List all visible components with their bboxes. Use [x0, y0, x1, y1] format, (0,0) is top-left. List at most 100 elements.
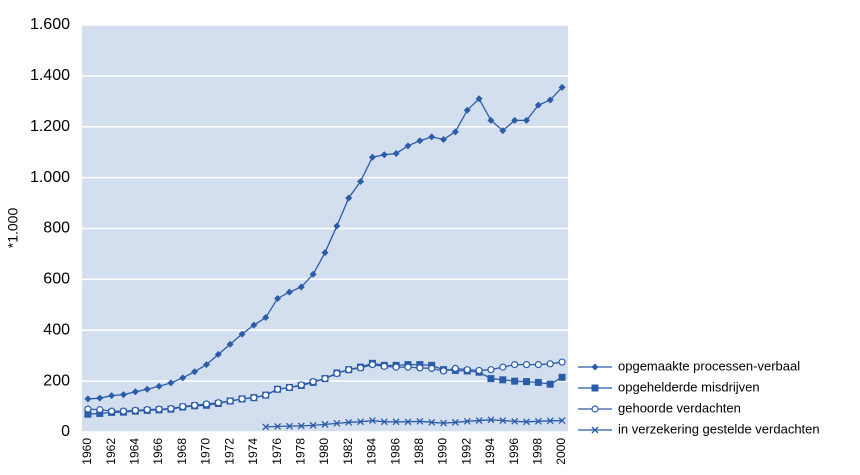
data-point — [155, 382, 163, 390]
data-point — [368, 417, 376, 425]
data-point — [84, 405, 92, 413]
data-point — [167, 404, 175, 413]
data-point — [534, 360, 542, 369]
data-point — [523, 418, 530, 426]
data-point — [262, 314, 270, 322]
data-point — [226, 397, 234, 405]
data-point — [238, 330, 246, 338]
data-point — [499, 127, 507, 135]
y-tick-label: 800 — [43, 220, 70, 237]
data-point — [250, 321, 258, 329]
data-point — [522, 360, 531, 369]
data-point — [96, 406, 104, 414]
data-point — [499, 417, 507, 425]
data-point — [368, 153, 376, 161]
data-point — [273, 385, 282, 393]
data-point — [262, 423, 270, 431]
data-point — [285, 288, 293, 296]
data-point — [119, 391, 127, 399]
y-tick-label: 200 — [43, 372, 70, 389]
data-point — [511, 360, 519, 369]
x-tick-label: 1986 — [388, 438, 402, 465]
data-point — [380, 151, 388, 159]
data-point — [357, 177, 365, 185]
data-point — [428, 418, 436, 426]
data-point — [357, 418, 365, 426]
data-point — [202, 400, 211, 408]
x-tick-label: 1982 — [341, 438, 355, 465]
data-point — [333, 222, 341, 230]
data-point — [143, 406, 151, 414]
data-point — [416, 137, 424, 145]
x-tick-label: 1976 — [270, 438, 284, 465]
data-point — [487, 116, 495, 124]
data-point — [96, 394, 104, 402]
y-tick-label: 1.400 — [30, 67, 70, 84]
data-point — [558, 358, 566, 366]
x-tick-label: 2000 — [554, 438, 568, 465]
data-point — [558, 417, 566, 425]
data-point — [380, 362, 388, 370]
data-point — [191, 368, 199, 376]
data-point — [131, 388, 139, 396]
data-point — [475, 95, 483, 103]
data-point — [499, 376, 507, 384]
x-tick-label: 1984 — [365, 438, 379, 465]
legend-label: in verzekering gestelde verdachten — [618, 421, 820, 436]
x-tick-label: 1968 — [175, 438, 189, 465]
data-point — [440, 135, 448, 143]
data-point — [214, 350, 222, 358]
data-point — [475, 366, 483, 375]
data-point — [558, 373, 566, 381]
x-tick-label: 1980 — [317, 438, 331, 465]
data-point — [309, 421, 317, 429]
data-point — [475, 417, 483, 425]
data-point — [285, 422, 293, 430]
data-point — [119, 407, 128, 415]
x-tick-label: 1970 — [199, 438, 213, 465]
data-point — [297, 381, 305, 389]
data-point — [238, 395, 246, 403]
data-point — [191, 401, 199, 409]
y-tick-label: 600 — [43, 271, 70, 288]
data-point — [297, 283, 305, 291]
data-point — [404, 363, 412, 371]
data-point — [511, 116, 519, 124]
data-point — [368, 360, 377, 369]
data-point — [451, 128, 459, 136]
data-point — [416, 364, 424, 372]
x-tick-label: 1998 — [531, 438, 545, 465]
data-point — [463, 366, 471, 374]
legend-marker — [591, 426, 599, 434]
data-point — [463, 417, 471, 425]
data-point — [108, 407, 116, 415]
x-tick-label: 1974 — [246, 438, 260, 465]
y-axis-label: *1.000 — [5, 208, 21, 249]
legend-label: opgehelderde misdrijven — [618, 379, 760, 394]
data-point — [96, 409, 104, 417]
data-point — [143, 385, 151, 393]
data-point — [404, 418, 412, 426]
legend-label: opgemaakte processen-verbaal — [618, 358, 800, 373]
data-point — [345, 418, 353, 426]
x-tick-label: 1992 — [459, 438, 473, 465]
data-point — [309, 270, 317, 278]
data-point — [416, 417, 424, 425]
data-point — [440, 419, 447, 427]
x-tick-label: 1966 — [151, 438, 165, 465]
data-point — [250, 394, 258, 402]
data-point — [214, 399, 222, 407]
data-point — [546, 360, 554, 368]
data-point — [534, 378, 542, 386]
x-tick-label: 1962 — [104, 438, 118, 465]
data-point — [297, 422, 305, 430]
data-point — [155, 405, 163, 413]
x-tick-label: 1988 — [412, 438, 426, 465]
data-point — [487, 366, 495, 374]
x-tick-label: 1994 — [483, 438, 497, 465]
data-point — [428, 364, 436, 373]
data-point — [428, 133, 436, 141]
data-point — [451, 364, 459, 373]
y-tick-label: 1.600 — [30, 16, 70, 33]
